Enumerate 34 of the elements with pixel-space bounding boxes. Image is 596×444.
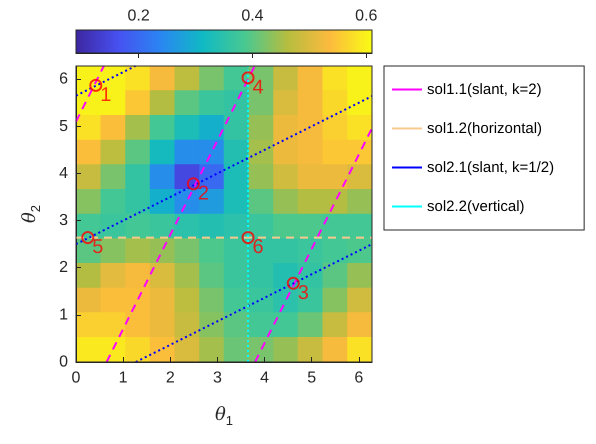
y-tick-label: 2 xyxy=(59,259,68,276)
y-tick-label: 3 xyxy=(59,212,68,230)
y-tick-label: 0 xyxy=(59,354,68,370)
y-tick-label: 1 xyxy=(59,306,68,324)
y-axis-title: θ2 xyxy=(19,204,43,224)
annotation: 2 xyxy=(198,182,209,204)
x-tick-label: 2 xyxy=(166,370,175,386)
point xyxy=(242,71,255,84)
y-tick-label: 4 xyxy=(59,164,68,182)
color-bar-label: 0.4 xyxy=(241,8,264,24)
y-tick-label: 6 xyxy=(59,70,68,88)
color-bar-label: 0.6 xyxy=(355,8,378,24)
x-tick-label: 1 xyxy=(118,370,128,386)
point xyxy=(186,177,200,190)
annotation: 1 xyxy=(100,84,112,106)
color-bar-label: 0.2 xyxy=(127,8,150,24)
legend-label: sol2.1(slant, k=1/2) xyxy=(427,159,554,176)
legend-label: sol1.1(slant, k=2) xyxy=(427,81,542,98)
y-tick-label: 5 xyxy=(59,118,68,135)
point xyxy=(242,231,255,244)
x-tick-label: 4 xyxy=(260,370,270,386)
legend-label: sol2.2(vertical) xyxy=(427,198,525,215)
point xyxy=(286,276,300,290)
annotation: 6 xyxy=(252,236,264,258)
annotation: 3 xyxy=(298,282,309,304)
legend-label: sol1.2(horizontal) xyxy=(427,120,542,137)
point xyxy=(81,231,94,244)
annotation: 5 xyxy=(92,236,104,258)
x-tick-label: 6 xyxy=(354,370,364,386)
x-tick-label: 5 xyxy=(307,370,316,386)
x-tick-label: 3 xyxy=(212,370,222,386)
annotation: 4 xyxy=(252,76,264,98)
x-tick-label: 0 xyxy=(72,370,81,386)
point xyxy=(89,78,102,92)
